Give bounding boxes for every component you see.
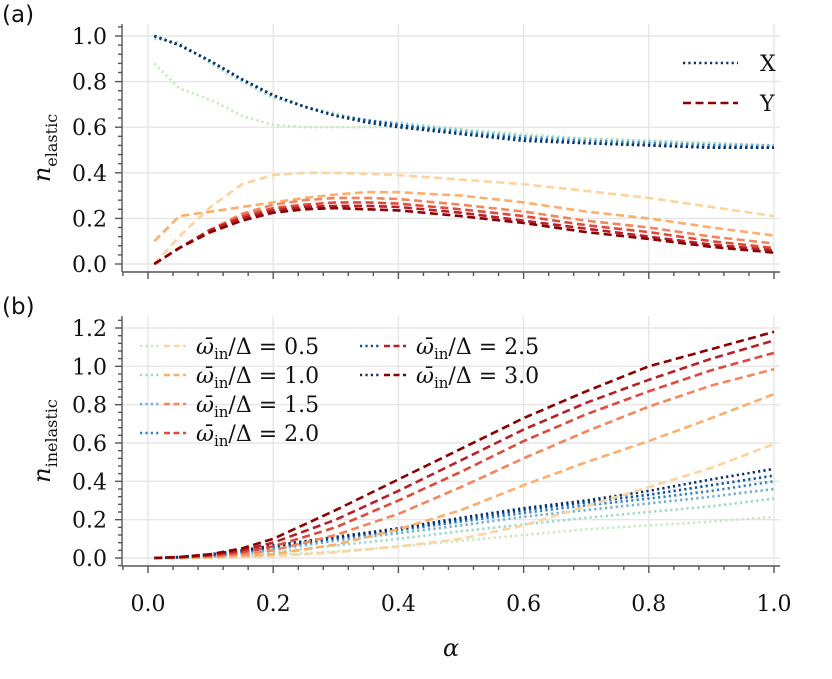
series-line xyxy=(154,497,775,560)
x-tick-label: 0.8 xyxy=(631,592,666,617)
y-axis-title-main: n xyxy=(28,167,56,182)
x-tick-label: 0.0 xyxy=(131,592,166,617)
y-axis-title-sub: elastic xyxy=(42,114,61,167)
x-tick-label: 0.2 xyxy=(256,592,291,617)
panel-label: (a) xyxy=(2,2,34,28)
series-line xyxy=(154,467,775,560)
y-tick-label: 0.0 xyxy=(72,547,107,572)
series-line xyxy=(154,480,775,560)
panel-0: 0.0 0.2 0.4 0.6 0.8 1.0 (a) nelastic XY xyxy=(2,2,780,279)
legend-label: ω̄in/Δ = 1.5 xyxy=(196,393,319,421)
series-line xyxy=(153,34,774,147)
y-tick-label: 0.2 xyxy=(72,509,107,534)
legend-label: Y xyxy=(759,92,775,117)
y-axis-title-sub: inelastic xyxy=(42,399,61,467)
x-tick-label: 1.0 xyxy=(757,592,792,617)
y-tick-label: 0.0 xyxy=(72,253,107,278)
series-line xyxy=(153,196,775,266)
y-tick-label: 1.2 xyxy=(72,317,107,342)
y-axis-title: nelastic xyxy=(28,114,61,182)
y-tick-label: 0.4 xyxy=(72,162,107,187)
x-tick-label: 0.6 xyxy=(506,592,541,617)
panel-label: (b) xyxy=(2,294,35,320)
series-line xyxy=(154,330,775,560)
panel-1: 0.0 0.2 0.4 0.6 0.8 1.0 1.2 0.0 0.2 0.4 0.6 0.8 1.0 (… xyxy=(2,294,792,662)
y-tick-label: 0.4 xyxy=(72,470,107,495)
series-line xyxy=(154,474,775,560)
series-line xyxy=(153,190,775,243)
series-line xyxy=(154,487,775,560)
y-axis-title-main: n xyxy=(28,467,56,482)
legend-label: ω̄in/Δ = 2.5 xyxy=(416,335,539,363)
series-line xyxy=(153,171,775,265)
y-tick-label: 0.8 xyxy=(72,394,107,419)
y-axis-title: ninelastic xyxy=(28,399,61,483)
legend-label: ω̄in/Δ = 3.0 xyxy=(416,364,539,392)
series-line xyxy=(153,34,774,149)
series-line xyxy=(153,34,775,149)
y-tick-label: 1.0 xyxy=(72,355,107,380)
x-tick-label: 0.4 xyxy=(381,592,416,617)
legend-label: ω̄in/Δ = 1.0 xyxy=(196,364,319,392)
y-tick-label: 0.6 xyxy=(72,116,107,141)
series-line xyxy=(153,206,775,266)
series-line xyxy=(153,204,775,266)
legend-label: ω̄in/Δ = 0.5 xyxy=(196,335,319,363)
legend-label: ω̄in/Δ = 2.0 xyxy=(196,422,319,450)
y-tick-label: 1.0 xyxy=(72,25,107,50)
y-tick-label: 0.8 xyxy=(72,71,107,96)
y-tick-label: 0.6 xyxy=(72,432,107,457)
y-tick-label: 0.2 xyxy=(72,207,107,232)
series-line xyxy=(153,34,774,149)
x-axis-title: α xyxy=(443,634,459,662)
series-line xyxy=(154,37,775,147)
series-line xyxy=(153,62,775,147)
legend-label: X xyxy=(760,52,776,77)
series-line xyxy=(154,392,775,560)
